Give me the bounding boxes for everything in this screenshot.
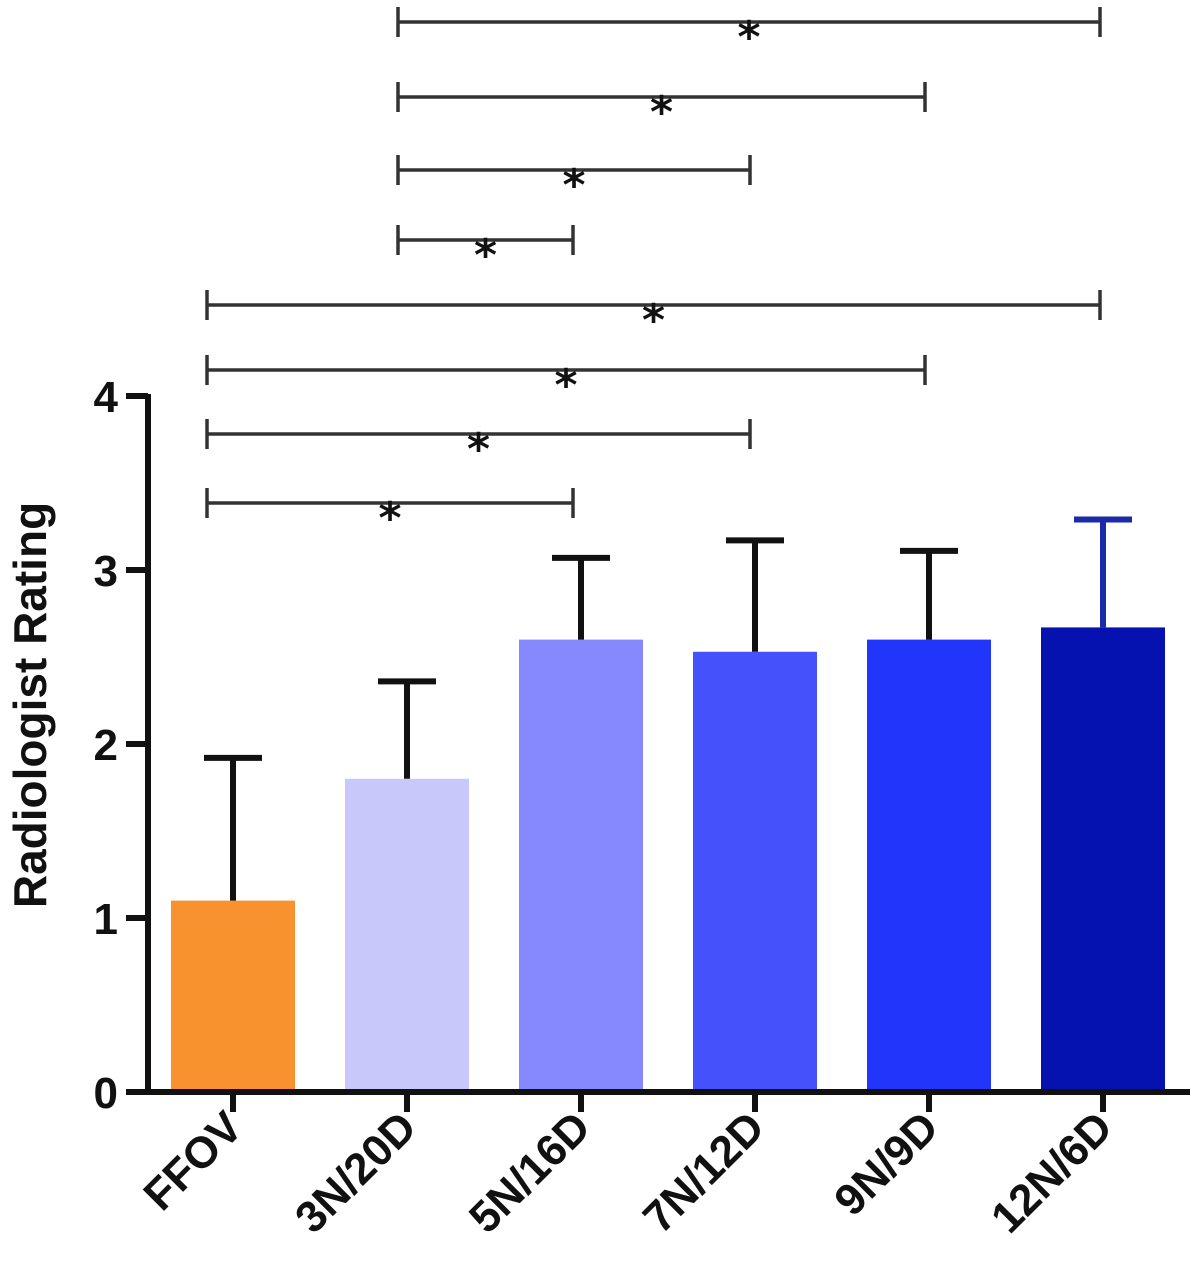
y-tick-label-1: 1 bbox=[94, 895, 118, 944]
bar-1 bbox=[345, 778, 469, 1092]
x-tick-label-4: 9N/9D bbox=[825, 1102, 948, 1225]
x-tick-label-3: 7N/12D bbox=[634, 1102, 774, 1242]
significance-star-7: * bbox=[378, 493, 401, 544]
significance-star-2: * bbox=[562, 160, 585, 211]
bar-2 bbox=[519, 639, 643, 1092]
x-tick-label-2: 5N/16D bbox=[460, 1102, 600, 1242]
y-tick-label-2: 2 bbox=[94, 721, 118, 770]
bar-4 bbox=[867, 639, 991, 1092]
bar-5 bbox=[1041, 627, 1165, 1092]
bars-group bbox=[171, 516, 1165, 1092]
y-tick-label-0: 0 bbox=[94, 1069, 118, 1118]
bar-3 bbox=[693, 651, 817, 1092]
x-tick-label-5: 12N/6D bbox=[982, 1102, 1122, 1242]
significance-star-5: * bbox=[554, 360, 577, 411]
significance-star-0: * bbox=[737, 12, 760, 63]
significance-star-4: * bbox=[642, 295, 665, 346]
significance-brackets: * * * * * * * * bbox=[205, 7, 1102, 544]
significance-star-3: * bbox=[474, 230, 497, 281]
significance-star-1: * bbox=[650, 87, 673, 138]
y-tick-label-4: 4 bbox=[94, 373, 119, 422]
bar-0 bbox=[171, 900, 295, 1092]
y-axis-title: Radiologist Rating bbox=[4, 502, 56, 908]
significance-star-6: * bbox=[467, 424, 490, 475]
y-tick-label-3: 3 bbox=[94, 547, 118, 596]
x-tick-label-1: 3N/20D bbox=[286, 1102, 426, 1242]
x-tick-label-0: FFOV bbox=[134, 1102, 252, 1220]
